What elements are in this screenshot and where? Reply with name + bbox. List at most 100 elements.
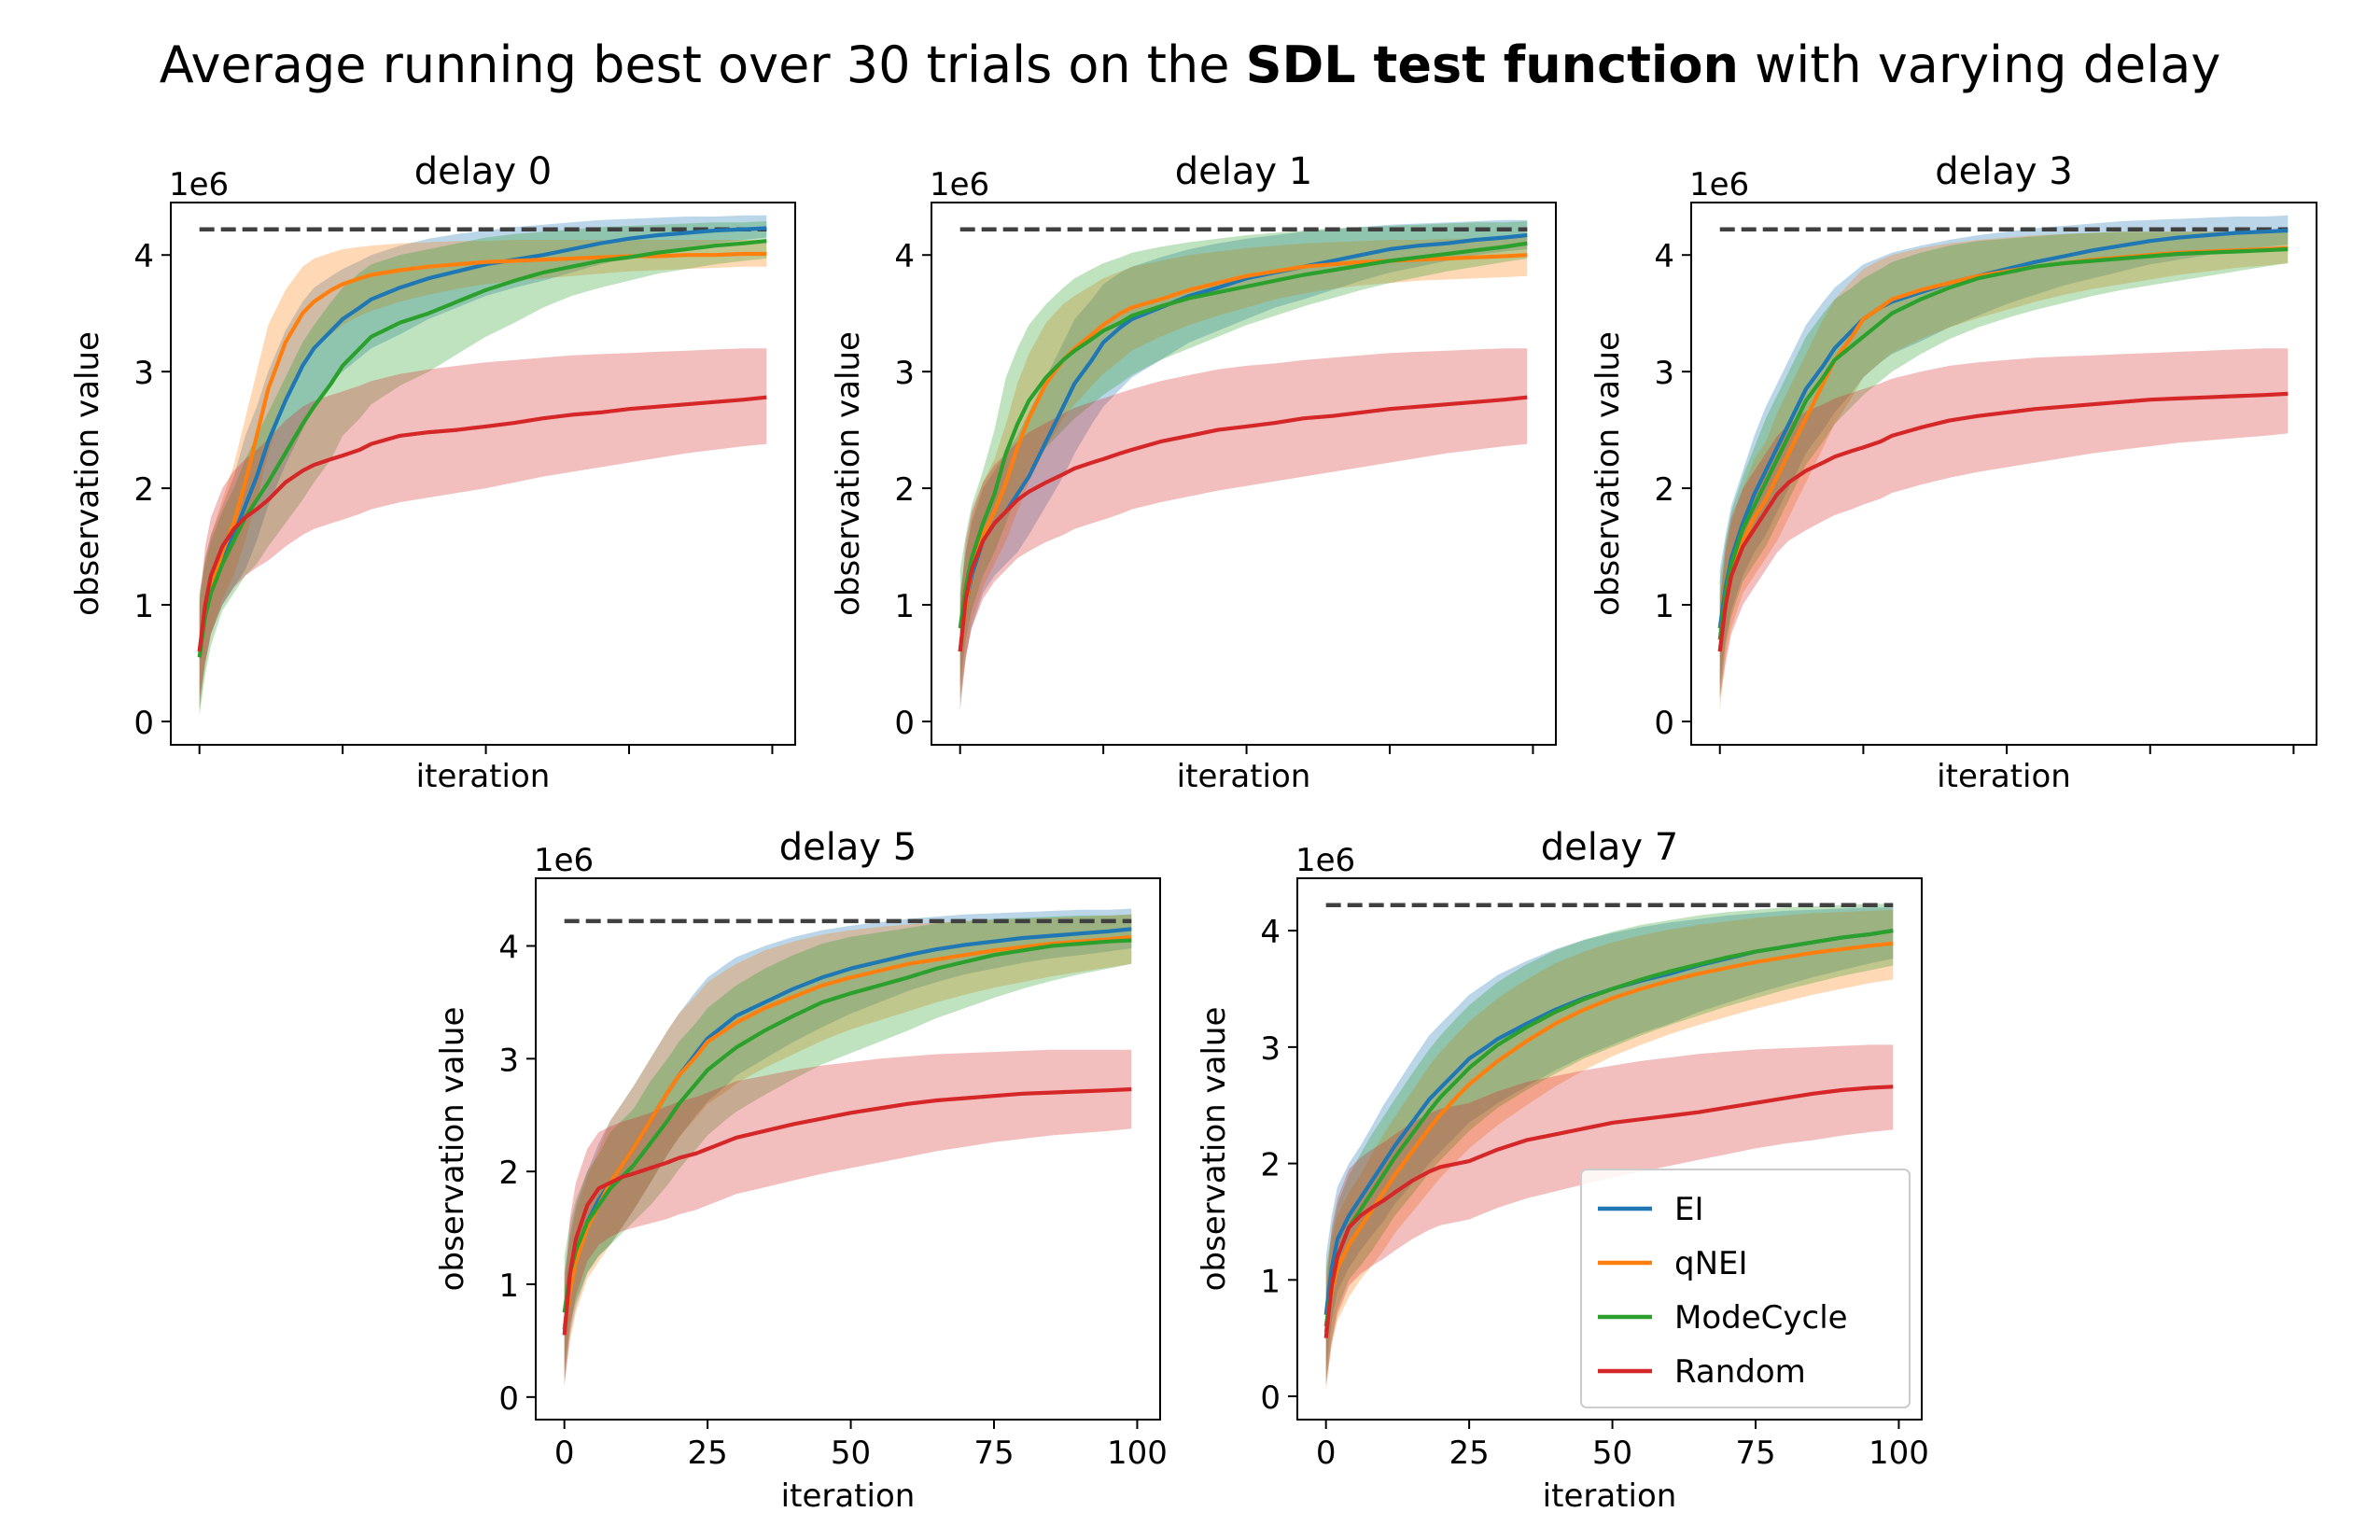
y-tick-label: 4 bbox=[894, 238, 915, 275]
y-axis-label: observation value bbox=[1589, 331, 1627, 616]
y-tick-label: 4 bbox=[1260, 914, 1281, 951]
band-ei bbox=[564, 908, 1132, 1386]
axes-frame bbox=[170, 202, 796, 746]
y-tick-label: 3 bbox=[133, 355, 154, 392]
y-tick-label: 3 bbox=[498, 1042, 519, 1079]
axes-frame bbox=[535, 877, 1161, 1421]
y-tick-label: 1 bbox=[133, 588, 154, 625]
subplot-delay-7: 0 1 2 3 4 0 25 50 75 100 delay 7 1e6 iteration observ… bbox=[1196, 826, 1929, 1515]
y-tick-label: 2 bbox=[1260, 1147, 1281, 1184]
y-tick-label: 1 bbox=[1260, 1263, 1281, 1300]
y-tick-label: 1 bbox=[498, 1267, 519, 1305]
y-scale-label: 1e6 bbox=[1295, 842, 1355, 879]
x-axis-label: iteration bbox=[1177, 758, 1311, 795]
line-random bbox=[1717, 391, 2289, 652]
y-tick-label: 2 bbox=[498, 1155, 519, 1192]
plot-area bbox=[562, 908, 1132, 1386]
band-modecycle bbox=[1325, 903, 1894, 1385]
plot-area bbox=[1717, 215, 2289, 710]
y-tick-label: 4 bbox=[1654, 238, 1674, 275]
band-random bbox=[564, 1049, 1132, 1380]
band-modecycle bbox=[1719, 231, 2289, 698]
subplot-title: delay 1 bbox=[1175, 150, 1312, 193]
subplots: 0 1 2 3 4 delay 0 1e6 iteration observation valu… bbox=[69, 150, 2317, 1515]
x-tick-label: 25 bbox=[1449, 1435, 1489, 1472]
y-tick-label: 0 bbox=[498, 1380, 519, 1418]
legend: EI qNEI ModeCycle Random bbox=[1580, 1169, 1911, 1408]
y-tick-label: 4 bbox=[133, 238, 154, 275]
subplot-delay-0: 0 1 2 3 4 delay 0 1e6 iteration observation valu… bbox=[69, 150, 796, 795]
y-tick-label: 2 bbox=[133, 471, 154, 509]
legend-label-qnei: qNEI bbox=[1674, 1245, 1748, 1282]
band-ei bbox=[199, 215, 767, 710]
x-tick-label: 75 bbox=[973, 1435, 1014, 1472]
y-tick-label: 4 bbox=[498, 930, 519, 967]
line-modecycle bbox=[1717, 246, 2289, 640]
line-modecycle bbox=[1323, 929, 1894, 1327]
x-axis-label: iteration bbox=[416, 758, 551, 795]
x-axis-label: iteration bbox=[781, 1477, 916, 1515]
y-scale-label: 1e6 bbox=[930, 166, 989, 203]
x-tick-label: 0 bbox=[1316, 1435, 1337, 1472]
axes-frame bbox=[1690, 202, 2317, 746]
axes-frame bbox=[931, 202, 1557, 746]
band-ei bbox=[1325, 907, 1894, 1374]
plot-area bbox=[958, 219, 1528, 710]
y-scale-label: 1e6 bbox=[534, 842, 594, 879]
subplot-title: delay 5 bbox=[779, 826, 917, 869]
line-random bbox=[958, 395, 1528, 652]
legend-label-ei: EI bbox=[1674, 1191, 1704, 1228]
subplot-title: delay 3 bbox=[1935, 150, 2072, 193]
y-scale-label: 1e6 bbox=[169, 166, 229, 203]
y-tick-label: 1 bbox=[894, 588, 915, 625]
y-tick-label: 3 bbox=[1260, 1030, 1281, 1068]
x-tick-label: 50 bbox=[1592, 1435, 1632, 1472]
x-tick-label: 0 bbox=[554, 1435, 575, 1472]
band-qnei bbox=[1719, 231, 2289, 710]
y-tick-label: 0 bbox=[894, 705, 915, 742]
subplot-delay-5: 0 1 2 3 4 0 25 50 75 100 delay 5 1e6 iteration observ… bbox=[434, 826, 1168, 1515]
subplot-delay-3: 0 1 2 3 4 delay 3 1e6 iteration observation valu… bbox=[1589, 150, 2317, 795]
y-axis-label: observation value bbox=[69, 331, 106, 616]
y-tick-label: 3 bbox=[1654, 355, 1674, 392]
axes-frame bbox=[1296, 877, 1923, 1421]
figure-title: Average running best over 30 trials on t… bbox=[160, 35, 2221, 94]
y-axis-label: observation value bbox=[830, 331, 867, 616]
y-axis-label: observation value bbox=[1196, 1007, 1233, 1292]
y-tick-label: 2 bbox=[894, 471, 915, 509]
band-modecycle bbox=[564, 914, 1132, 1369]
band-random bbox=[959, 348, 1528, 698]
y-scale-label: 1e6 bbox=[1689, 166, 1749, 203]
x-axis-label: iteration bbox=[1543, 1477, 1677, 1515]
band-qnei bbox=[959, 237, 1528, 710]
line-ei bbox=[197, 226, 767, 652]
y-tick-label: 3 bbox=[894, 355, 915, 392]
line-modecycle bbox=[197, 239, 767, 658]
band-modecycle bbox=[199, 221, 767, 716]
band-ei bbox=[1719, 215, 2289, 687]
x-tick-label: 25 bbox=[687, 1435, 727, 1472]
line-random bbox=[562, 1086, 1132, 1336]
line-modecycle bbox=[958, 241, 1528, 629]
plot-area bbox=[197, 215, 767, 716]
subplot-delay-1: 0 1 2 3 4 delay 1 1e6 iteration observation valu… bbox=[830, 150, 1557, 795]
subplot-title: delay 7 bbox=[1541, 826, 1678, 869]
x-tick-label: 100 bbox=[1107, 1435, 1168, 1472]
y-tick-label: 0 bbox=[1260, 1379, 1281, 1417]
legend-label-random: Random bbox=[1674, 1353, 1806, 1391]
line-qnei bbox=[562, 934, 1132, 1330]
y-tick-label: 0 bbox=[1654, 705, 1674, 742]
band-qnei bbox=[564, 914, 1132, 1386]
y-tick-label: 0 bbox=[133, 705, 154, 742]
y-tick-label: 2 bbox=[1654, 471, 1674, 509]
x-tick-label: 100 bbox=[1869, 1435, 1929, 1472]
subplot-title: delay 0 bbox=[414, 150, 552, 193]
band-qnei bbox=[1325, 909, 1894, 1391]
band-random bbox=[1719, 348, 2289, 698]
line-random bbox=[197, 395, 767, 652]
band-random bbox=[199, 348, 767, 698]
line-qnei bbox=[1323, 941, 1894, 1333]
plot-area bbox=[1323, 903, 1894, 1391]
band-modecycle bbox=[959, 221, 1528, 687]
